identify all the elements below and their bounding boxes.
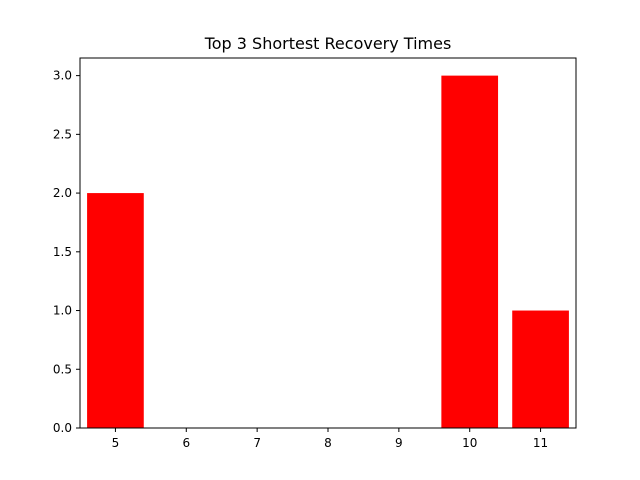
bar-11 (512, 310, 569, 428)
y-tick-label: 1.0 (53, 304, 72, 318)
y-tick-label: 3.0 (53, 69, 72, 83)
y-tick-label: 0.0 (53, 421, 72, 435)
x-tick-label: 11 (533, 436, 548, 450)
plot-area: 5 6 7 8 9 10 11 0.0 0.5 1.0 1.5 2.0 2.5 3.0 (53, 57, 577, 450)
x-tick-label: 6 (182, 436, 190, 450)
axes-frame (79, 57, 577, 429)
y-tick-label: 0.5 (53, 362, 72, 376)
x-tick-label: 7 (253, 436, 261, 450)
bar-5 (87, 193, 144, 428)
x-tick-label: 9 (395, 436, 403, 450)
x-tick-label: 5 (112, 436, 120, 450)
bar-10 (441, 75, 499, 428)
y-tick-label: 2.5 (53, 127, 72, 141)
y-tick-label: 2.0 (53, 186, 72, 200)
chart-title: Top 3 Shortest Recovery Times (204, 34, 452, 53)
x-tick-label: 8 (324, 436, 332, 450)
x-tick-label: 10 (462, 436, 477, 450)
y-tick-label: 1.5 (53, 245, 72, 259)
